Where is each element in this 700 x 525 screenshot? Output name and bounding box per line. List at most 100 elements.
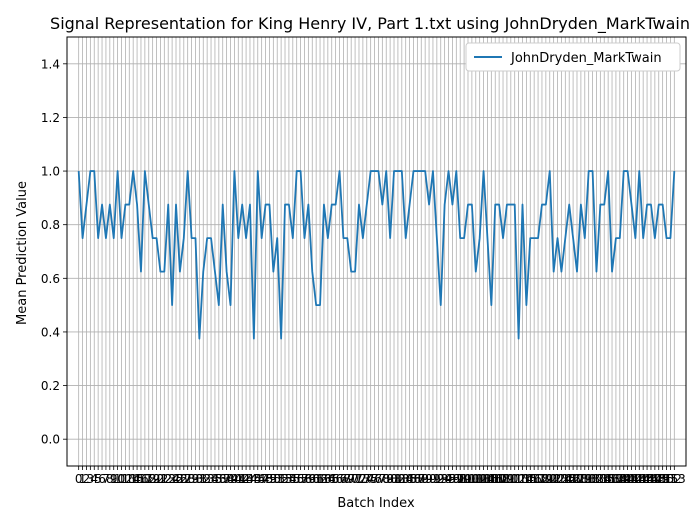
x-tick-label: 114: [511, 472, 534, 486]
x-tick-label: 76: [367, 472, 382, 486]
x-tick-label: 14: [126, 472, 141, 486]
y-tick-label: 1.0: [41, 165, 60, 179]
x-tick-label: 45: [246, 472, 261, 486]
x-tick-label: 97: [449, 472, 464, 486]
x-tick-label: 150: [651, 472, 674, 486]
x-tick-label: 140: [612, 472, 635, 486]
x-tick-label: 15: [129, 472, 144, 486]
x-tick-label: 19: [145, 472, 160, 486]
x-tick-label: 104: [472, 472, 495, 486]
x-tick-label: 5: [94, 472, 102, 486]
x-tick-label: 81: [386, 472, 401, 486]
x-tick-label: 120: [534, 472, 557, 486]
x-tick-label: 128: [566, 472, 589, 486]
x-tick-label: 53: [277, 472, 292, 486]
x-tick-label: 32: [196, 472, 211, 486]
x-tick-label: 72: [351, 472, 366, 486]
x-tick-label: 88: [414, 472, 429, 486]
x-tick-label: 80: [382, 472, 397, 486]
x-tick-label: 36: [211, 472, 226, 486]
x-tick-label: 13: [122, 472, 137, 486]
x-tick-label: 33: [200, 472, 215, 486]
x-tick-label: 96: [445, 472, 460, 486]
x-tick-label: 117: [523, 472, 546, 486]
series-line-johndryden-marktwain: [77, 170, 676, 340]
x-tick-label: 69: [340, 472, 355, 486]
x-tick-label: 57: [293, 472, 308, 486]
x-tick-label: 108: [488, 472, 511, 486]
x-tick-label: 110: [495, 472, 518, 486]
x-tick-label: 152: [659, 472, 682, 486]
x-tick-label: 37: [215, 472, 230, 486]
x-tick-label: 42: [235, 472, 250, 486]
x-tick-label: 62: [312, 472, 327, 486]
x-tick-label: 59: [301, 472, 316, 486]
x-tick-label: 84: [398, 472, 413, 486]
x-tick-label: 66: [328, 472, 343, 486]
x-axis-ticks: 0123456789101112131415161718192021222324…: [75, 466, 686, 486]
x-tick-label: 11: [114, 472, 129, 486]
x-tick-label: 1: [79, 472, 87, 486]
x-tick-label: 127: [562, 472, 585, 486]
x-tick-label: 118: [527, 472, 550, 486]
x-tick-label: 133: [585, 472, 608, 486]
x-tick-label: 61: [309, 472, 324, 486]
x-tick-label: 116: [519, 472, 542, 486]
x-tick-label: 20: [149, 472, 164, 486]
x-tick-label: 64: [320, 472, 335, 486]
x-tick-label: 75: [363, 472, 378, 486]
x-tick-label: 50: [266, 472, 281, 486]
chart-title: Signal Representation for King Henry IV,…: [50, 14, 690, 34]
x-tick-label: 10: [110, 472, 125, 486]
x-tick-label: 91: [425, 472, 440, 486]
x-tick-label: 145: [632, 472, 655, 486]
x-tick-label: 144: [628, 472, 651, 486]
x-tick-label: 7: [102, 472, 110, 486]
x-tick-label: 47: [254, 472, 269, 486]
plot-area-frame: [66, 36, 687, 467]
x-tick-label: 109: [492, 472, 515, 486]
x-tick-label: 41: [231, 472, 246, 486]
x-tick-label: 146: [636, 472, 659, 486]
x-tick-label: 51: [270, 472, 285, 486]
x-tick-label: 143: [624, 472, 647, 486]
x-tick-label: 103: [468, 472, 491, 486]
x-tick-label: 78: [375, 472, 390, 486]
x-tick-label: 39: [223, 472, 238, 486]
y-gridlines: [67, 63, 686, 440]
x-tick-label: 106: [480, 472, 503, 486]
x-tick-label: 90: [421, 472, 436, 486]
x-tick-label: 6: [98, 472, 106, 486]
x-axis-label: Batch Index: [337, 496, 415, 511]
x-tick-label: 138: [604, 472, 627, 486]
x-tick-label: 77: [371, 472, 386, 486]
x-tick-label: 87: [410, 472, 425, 486]
x-tick-label: 94: [437, 472, 452, 486]
x-tick-label: 12: [118, 472, 133, 486]
x-tick-label: 58: [297, 472, 312, 486]
x-tick-label: 67: [332, 472, 347, 486]
x-tick-label: 95: [441, 472, 456, 486]
x-tick-label: 98: [453, 472, 468, 486]
x-tick-label: 60: [305, 472, 320, 486]
x-tick-label: 56: [289, 472, 304, 486]
x-tick-label: 105: [476, 472, 499, 486]
y-tick-label: 0.0: [41, 433, 60, 447]
x-tick-label: 26: [172, 472, 187, 486]
y-tick-label: 1.2: [41, 111, 60, 125]
x-tick-label: 73: [355, 472, 370, 486]
x-tick-label: 93: [433, 472, 448, 486]
legend: JohnDryden_MarkTwain: [465, 42, 681, 72]
x-tick-label: 107: [484, 472, 507, 486]
x-tick-label: 134: [589, 472, 612, 486]
x-tick-label: 113: [507, 472, 530, 486]
x-tick-label: 135: [593, 472, 616, 486]
y-tick-label: 0.6: [41, 272, 60, 286]
x-tick-label: 89: [418, 472, 433, 486]
x-tick-label: 82: [390, 472, 405, 486]
series-layer: [77, 170, 676, 340]
x-tick-label: 3: [87, 472, 95, 486]
x-tick-label: 137: [601, 472, 624, 486]
y-tick-label: 0.8: [41, 218, 60, 232]
x-tick-label: 139: [608, 472, 631, 486]
